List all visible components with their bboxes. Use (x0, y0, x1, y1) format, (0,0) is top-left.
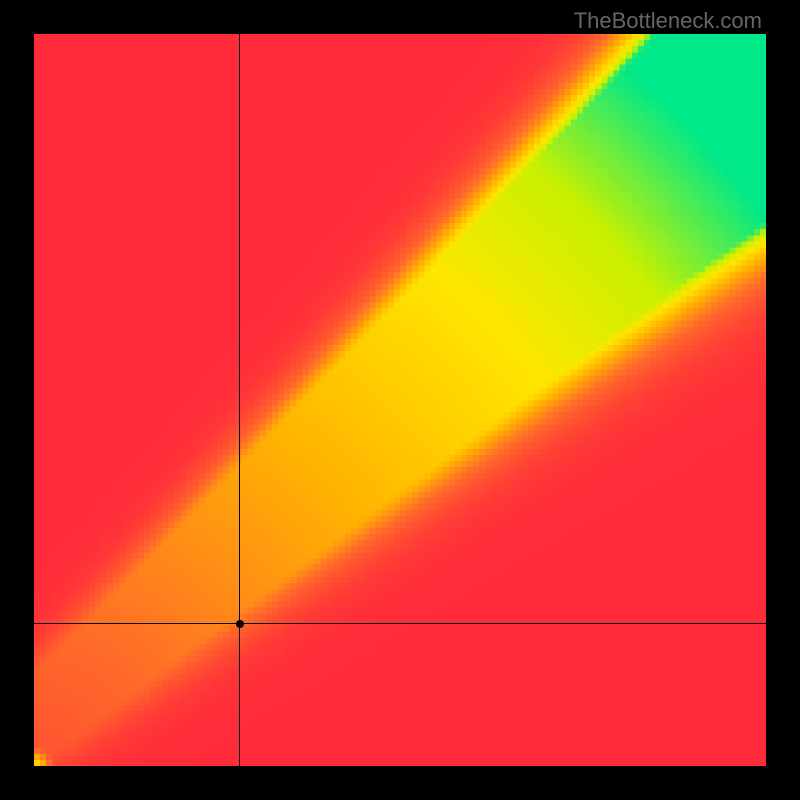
chart-container: { "canvas": { "width": 800, "height": 80… (0, 0, 800, 800)
watermark-text: TheBottleneck.com (574, 8, 762, 34)
crosshair-vertical (239, 34, 240, 766)
bottleneck-heatmap (34, 34, 766, 766)
crosshair-marker (236, 620, 244, 628)
crosshair-horizontal (34, 623, 766, 624)
